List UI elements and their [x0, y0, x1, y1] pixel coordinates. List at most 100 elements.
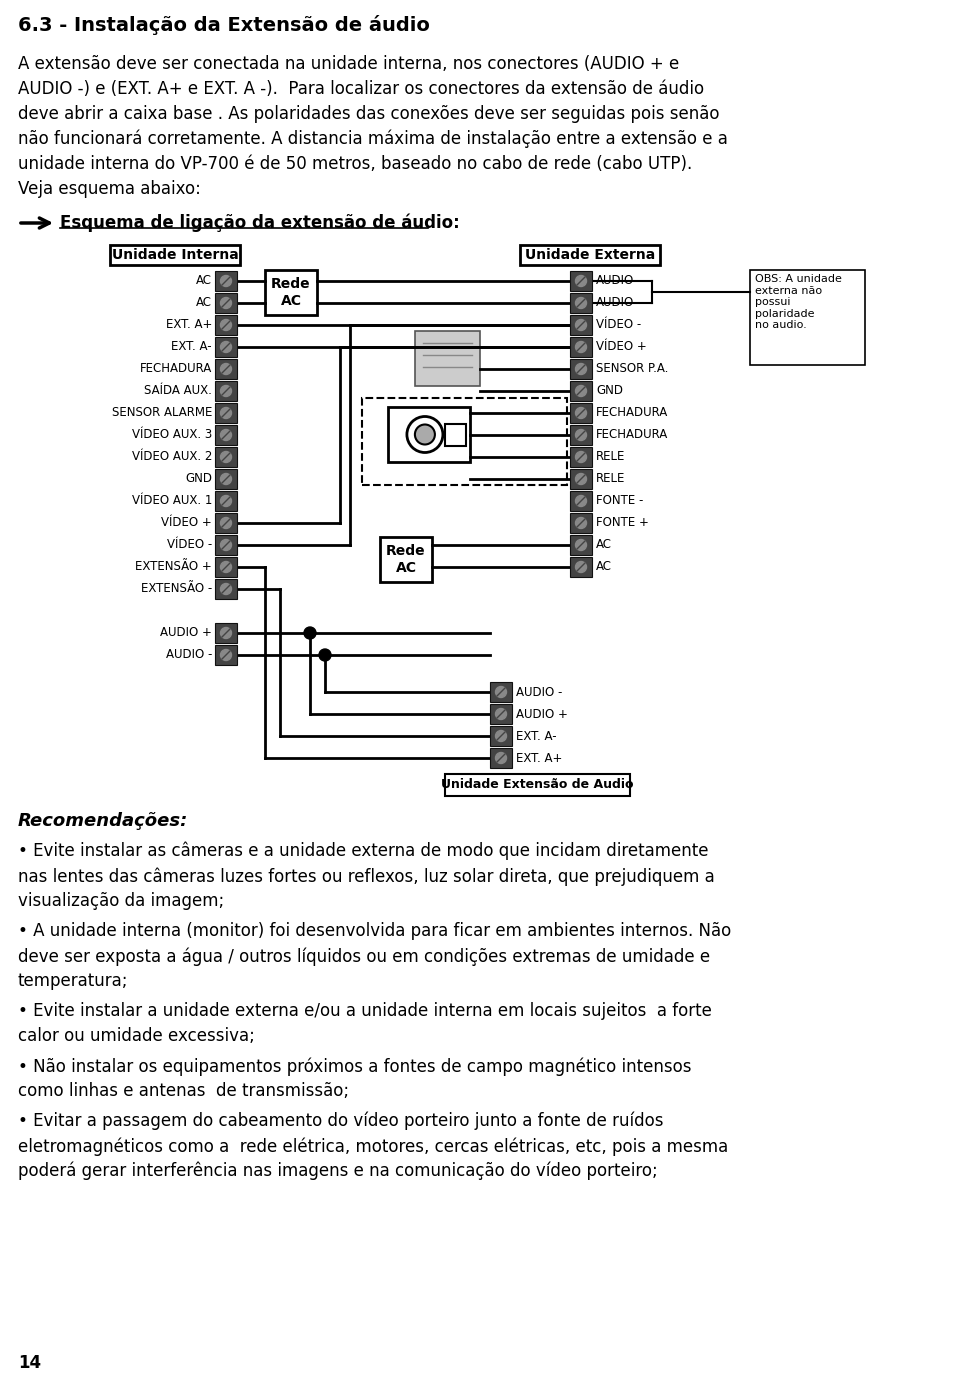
Circle shape — [221, 386, 231, 396]
Text: calor ou umidade excessiva;: calor ou umidade excessiva; — [18, 1027, 254, 1045]
Text: • Evitar a passagem do cabeamento do vídeo porteiro junto a fonte de ruídos: • Evitar a passagem do cabeamento do víd… — [18, 1111, 663, 1131]
Text: FONTE +: FONTE + — [596, 516, 649, 530]
Circle shape — [575, 451, 587, 462]
Bar — [215, 293, 237, 313]
Bar — [570, 469, 592, 489]
Bar — [215, 491, 237, 511]
Text: Recomendações:: Recomendações: — [18, 812, 188, 830]
Text: Rede
AC: Rede AC — [386, 544, 426, 574]
Text: visualização da imagem;: visualização da imagem; — [18, 893, 225, 911]
Circle shape — [575, 518, 587, 529]
Text: AUDIO -) e (EXT. A+ e EXT. A -).  Para localizar os conectores da extensão de áu: AUDIO -) e (EXT. A+ e EXT. A -). Para lo… — [18, 80, 704, 98]
Text: poderá gerar interferência nas imagens e na comunicação do vídeo porteiro;: poderá gerar interferência nas imagens e… — [18, 1163, 658, 1181]
Text: 6.3 - Instalação da Extensão de áudio: 6.3 - Instalação da Extensão de áudio — [18, 15, 430, 35]
Text: VÍDEO -: VÍDEO - — [596, 318, 641, 332]
Text: A extensão deve ser conectada na unidade interna, nos conectores (AUDIO + e: A extensão deve ser conectada na unidade… — [18, 55, 680, 73]
Circle shape — [221, 495, 231, 507]
Text: • Evite instalar a unidade externa e/ou a unidade interna em locais sujeitos  a : • Evite instalar a unidade externa e/ou … — [18, 1002, 712, 1020]
Bar — [215, 271, 237, 291]
Text: EXTENSÃO -: EXTENSÃO - — [141, 583, 212, 595]
Text: VÍDEO +: VÍDEO + — [596, 340, 647, 353]
Text: nas lentes das câmeras luzes fortes ou reflexos, luz solar direta, que prejudiqu: nas lentes das câmeras luzes fortes ou r… — [18, 866, 715, 886]
Text: EXT. A-: EXT. A- — [172, 340, 212, 353]
Bar — [388, 407, 470, 462]
Bar — [215, 447, 237, 466]
Circle shape — [221, 562, 231, 573]
Bar — [110, 245, 240, 264]
Circle shape — [407, 417, 443, 453]
Circle shape — [415, 425, 435, 444]
Text: SENSOR ALARME: SENSOR ALARME — [111, 407, 212, 419]
Text: FECHADURA: FECHADURA — [596, 407, 668, 419]
Circle shape — [221, 364, 231, 375]
Text: • Evite instalar as câmeras e a unidade externa de modo que incidam diretamente: • Evite instalar as câmeras e a unidade … — [18, 841, 708, 861]
Text: 14: 14 — [18, 1354, 41, 1372]
Text: • A unidade interna (monitor) foi desenvolvida para ficar em ambientes internos.: • A unidade interna (monitor) foi desenv… — [18, 922, 732, 940]
Circle shape — [575, 342, 587, 353]
Circle shape — [575, 429, 587, 440]
Bar — [570, 271, 592, 291]
Circle shape — [575, 540, 587, 551]
Circle shape — [221, 649, 231, 660]
Text: Unidade Interna: Unidade Interna — [111, 248, 238, 262]
Circle shape — [221, 627, 231, 638]
Bar — [215, 381, 237, 401]
Bar — [570, 447, 592, 466]
Text: GND: GND — [185, 472, 212, 486]
Bar — [570, 403, 592, 424]
Text: Veja esquema abaixo:: Veja esquema abaixo: — [18, 180, 201, 198]
Bar — [215, 469, 237, 489]
Text: FECHADURA: FECHADURA — [140, 363, 212, 375]
Text: OBS: A unidade
externa não
possui
polaridade
no audio.: OBS: A unidade externa não possui polari… — [755, 274, 842, 331]
Text: Esquema de ligação da extensão de áudio:: Esquema de ligação da extensão de áudio: — [60, 215, 460, 233]
Bar — [570, 556, 592, 577]
Text: RELE: RELE — [596, 451, 625, 464]
Text: VÍDEO AUX. 1: VÍDEO AUX. 1 — [132, 494, 212, 508]
Text: SENSOR P.A.: SENSOR P.A. — [596, 363, 668, 375]
Text: Unidade Extensão de Audio: Unidade Extensão de Audio — [442, 778, 634, 792]
Bar — [570, 316, 592, 335]
Text: • Não instalar os equipamentos próximos a fontes de campo magnético intensos: • Não instalar os equipamentos próximos … — [18, 1057, 691, 1075]
Bar — [750, 270, 865, 365]
Text: RELE: RELE — [596, 472, 625, 486]
Circle shape — [221, 451, 231, 462]
Bar — [215, 536, 237, 555]
Circle shape — [495, 731, 507, 742]
Bar — [490, 704, 512, 724]
Bar — [520, 245, 660, 264]
Circle shape — [575, 495, 587, 507]
Bar — [215, 425, 237, 446]
Circle shape — [221, 518, 231, 529]
Bar — [570, 491, 592, 511]
Text: EXTENSÃO +: EXTENSÃO + — [135, 561, 212, 573]
Bar — [215, 513, 237, 533]
Text: como linhas e antenas  de transmissão;: como linhas e antenas de transmissão; — [18, 1082, 349, 1100]
Bar — [380, 537, 432, 583]
Text: AC: AC — [196, 296, 212, 310]
Circle shape — [575, 562, 587, 573]
Circle shape — [221, 540, 231, 551]
Bar — [215, 358, 237, 379]
Circle shape — [221, 275, 231, 286]
Text: VÍDEO +: VÍDEO + — [161, 516, 212, 530]
Circle shape — [495, 753, 507, 764]
Circle shape — [575, 275, 587, 286]
Bar — [362, 397, 567, 484]
Text: FONTE -: FONTE - — [596, 494, 643, 508]
Text: AUDIO +: AUDIO + — [516, 707, 568, 721]
Text: AC: AC — [596, 538, 612, 551]
Text: AUDIO -: AUDIO - — [166, 649, 212, 662]
Bar — [265, 270, 317, 316]
Text: VÍDEO AUX. 3: VÍDEO AUX. 3 — [132, 429, 212, 441]
Circle shape — [495, 686, 507, 698]
Bar — [445, 424, 466, 446]
Circle shape — [221, 584, 231, 595]
Text: VÍDEO -: VÍDEO - — [167, 538, 212, 551]
Circle shape — [319, 649, 331, 662]
Text: AC: AC — [596, 561, 612, 573]
Text: AUDIO: AUDIO — [596, 274, 635, 288]
Circle shape — [304, 627, 316, 639]
Text: EXT. A-: EXT. A- — [516, 729, 557, 742]
Bar — [570, 425, 592, 446]
Text: deve ser exposta a água / outros líquidos ou em condições extremas de umidade e: deve ser exposta a água / outros líquido… — [18, 947, 710, 966]
